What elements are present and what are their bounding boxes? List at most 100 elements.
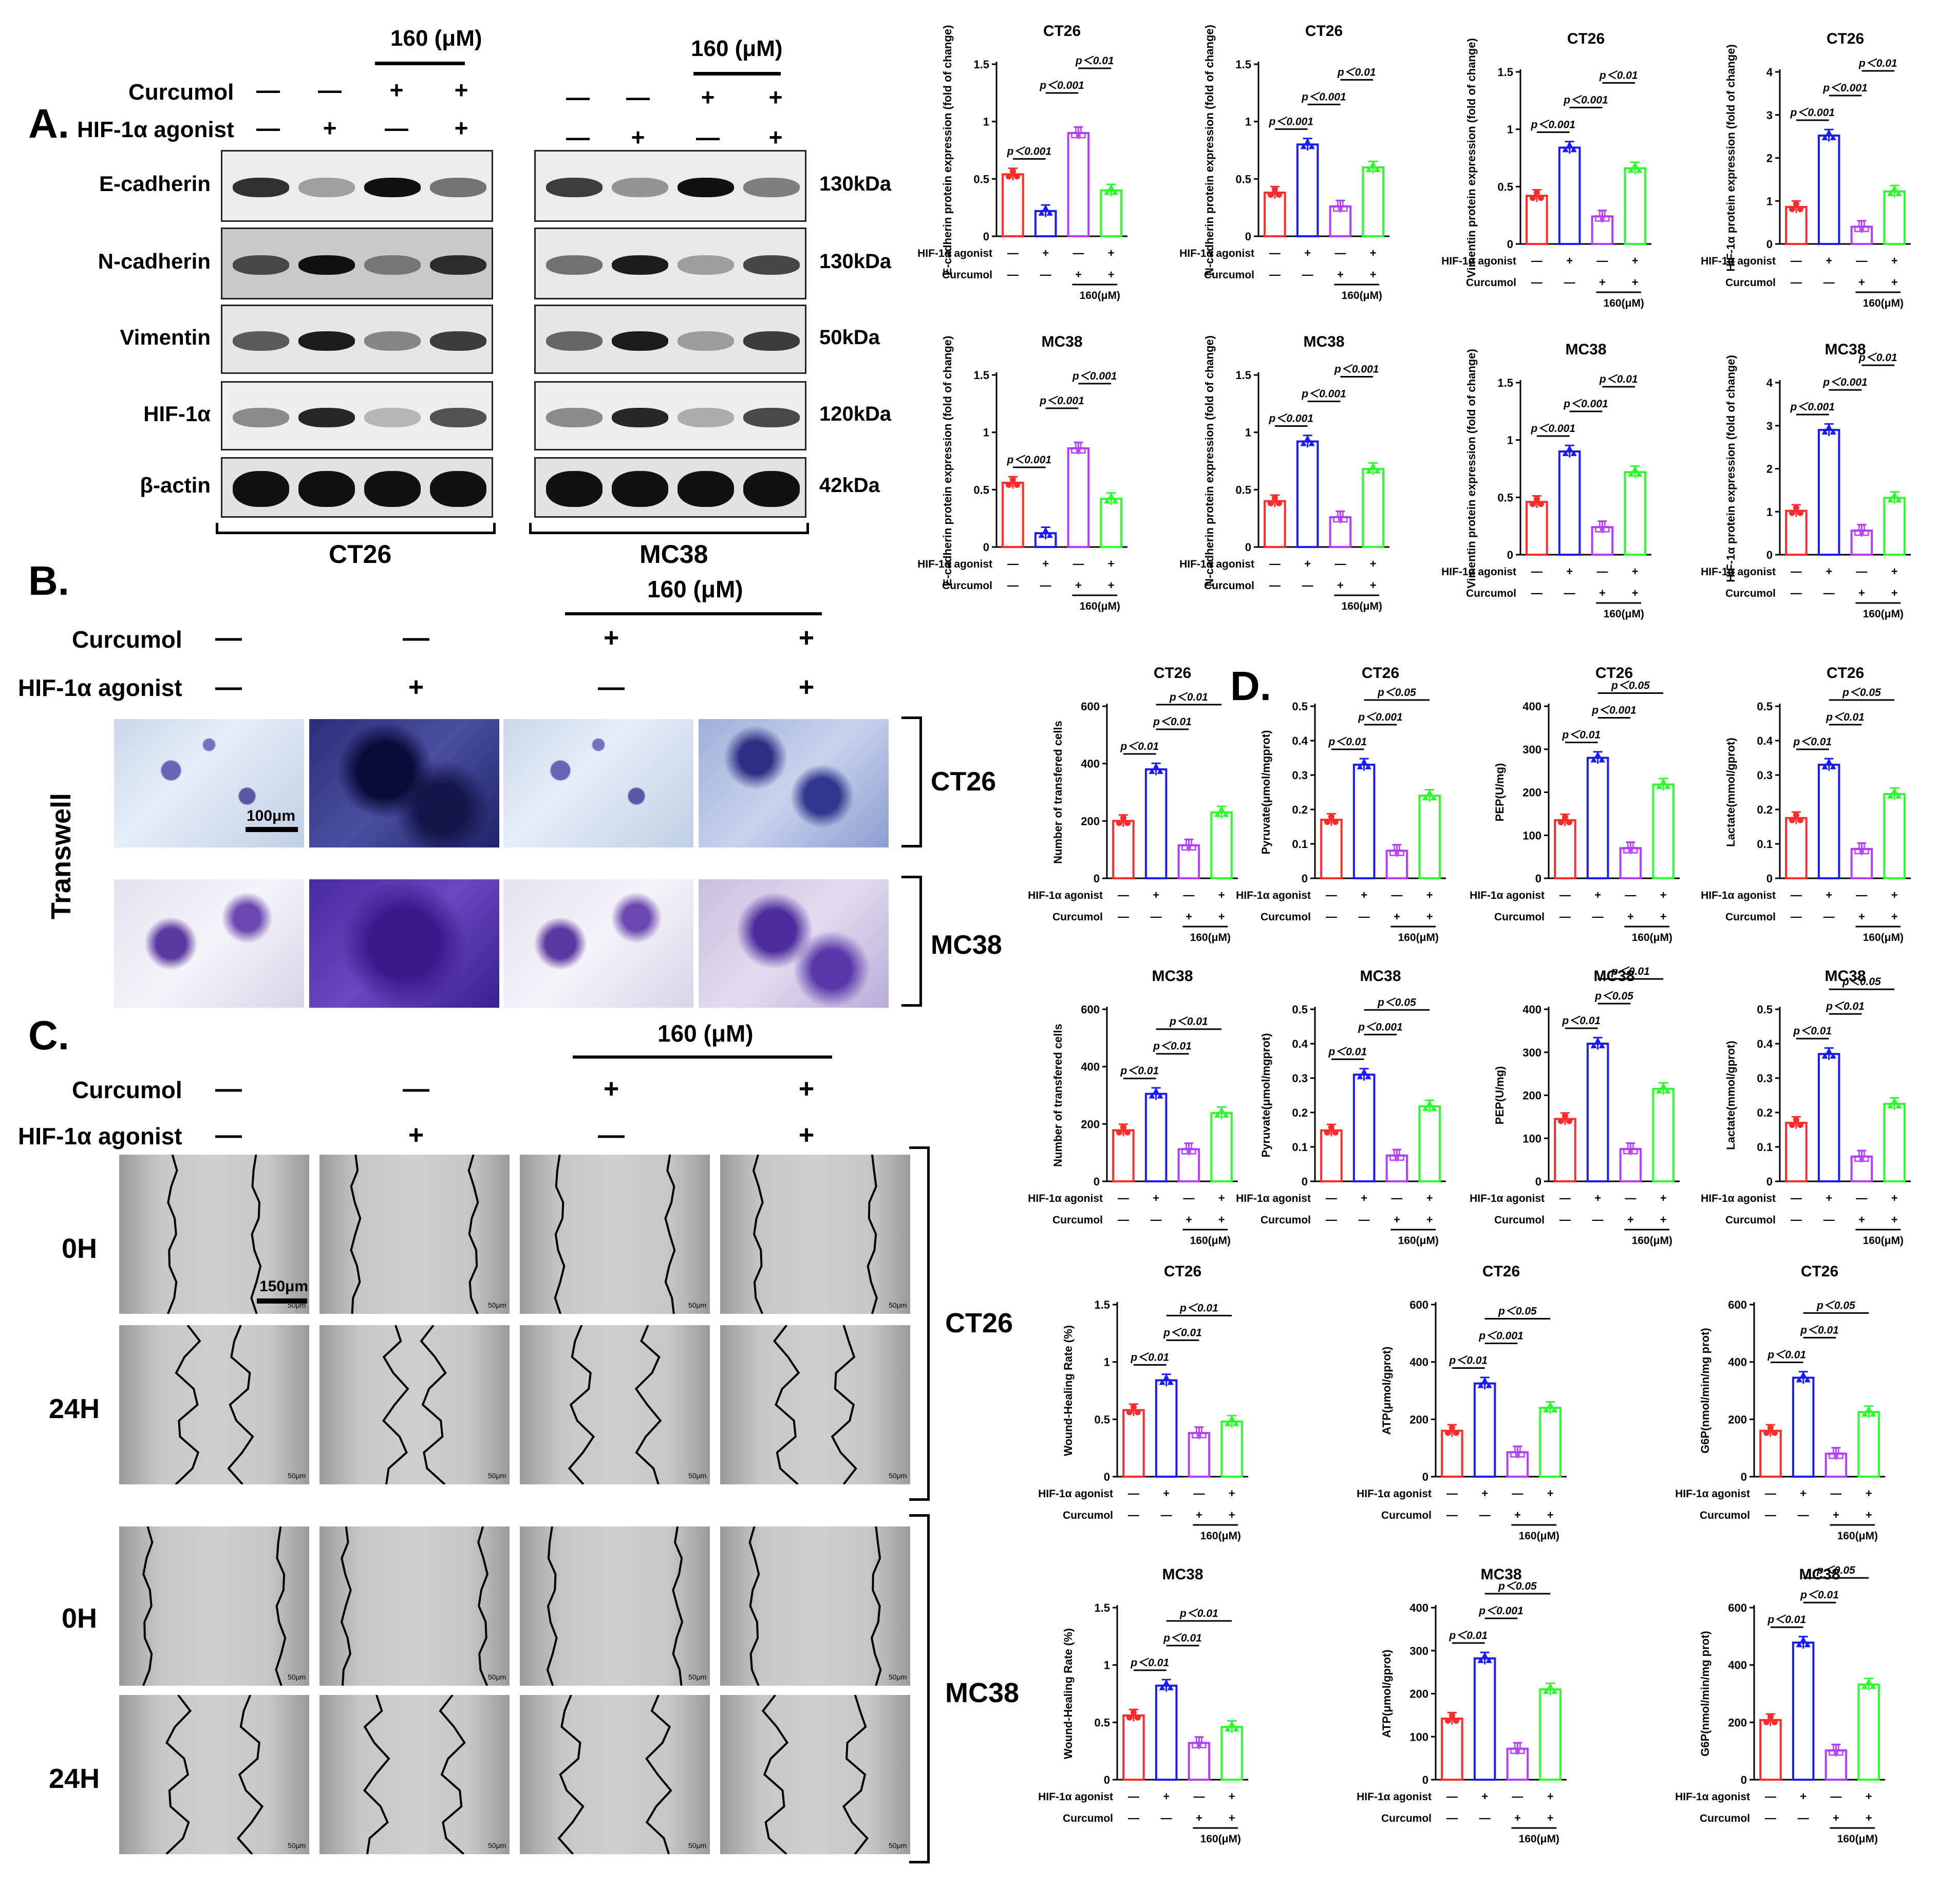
wound-edge-line bbox=[645, 1695, 672, 1854]
blot-band bbox=[678, 255, 734, 275]
y-tick-label: 1 bbox=[1507, 434, 1513, 447]
y-tick-label: 0.5 bbox=[1235, 173, 1251, 185]
micro-scale-label: 50μm bbox=[688, 1673, 706, 1681]
blot-band bbox=[233, 255, 289, 275]
bar-2 bbox=[1473, 1657, 1496, 1781]
x-curcumol-sign: — bbox=[1269, 579, 1281, 592]
x-conc-label: 160(μM) bbox=[1519, 1530, 1559, 1542]
data-point bbox=[1167, 1684, 1174, 1690]
data-point bbox=[1453, 1718, 1459, 1724]
data-point bbox=[1013, 481, 1020, 488]
data-point bbox=[1332, 1129, 1339, 1136]
data-point bbox=[1767, 1713, 1774, 1720]
wound-agonist-sign-3: — bbox=[598, 1120, 625, 1150]
y-tick-label: 400 bbox=[1728, 1356, 1747, 1369]
y-axis-label: Wound-Healing Rate (%) bbox=[1062, 1628, 1075, 1759]
data-point bbox=[1830, 428, 1836, 435]
transwell-image-ct26-2 bbox=[309, 719, 499, 847]
x-row-label-curcumol: Curcumol bbox=[1725, 588, 1776, 599]
x-curcumol-sign: + bbox=[1599, 276, 1606, 289]
x-conc-label: 160(μM) bbox=[1342, 290, 1382, 301]
x-row-label-agonist: HIF-1α agonist bbox=[1028, 1193, 1103, 1204]
bar-1 bbox=[1112, 1129, 1135, 1182]
data-point bbox=[1891, 184, 1898, 191]
x-agonist-sign: + bbox=[1361, 889, 1367, 901]
row-label-curcumol-c: Curcumol bbox=[72, 1077, 182, 1103]
x-curcumol-sign: — bbox=[1791, 1213, 1802, 1226]
data-point bbox=[1071, 447, 1078, 454]
x-row-label-curcumol: Curcumol bbox=[1063, 1510, 1113, 1521]
p-value-label: p＜0.01 bbox=[1328, 1046, 1367, 1058]
blot-ct26-curcumol-sign-4: + bbox=[454, 77, 468, 103]
data-point bbox=[1793, 504, 1799, 511]
bar-4 bbox=[1539, 1688, 1562, 1781]
p-value-label: p＜0.01 bbox=[1826, 711, 1865, 723]
data-point bbox=[1116, 820, 1122, 826]
data-point bbox=[1159, 1684, 1165, 1690]
transwell-curcumol-sign-3: + bbox=[603, 623, 619, 653]
blot-band bbox=[430, 255, 486, 275]
y-tick-label: 300 bbox=[1522, 743, 1541, 756]
wound-edge-line bbox=[165, 1695, 192, 1854]
data-point bbox=[1149, 1092, 1155, 1099]
data-point bbox=[1514, 1742, 1521, 1749]
blot-band bbox=[364, 255, 421, 275]
chart-title: MC38 bbox=[1162, 1566, 1203, 1583]
p-value-label: p＜0.001 bbox=[1790, 401, 1835, 413]
y-tick-label: 0 bbox=[1535, 872, 1541, 885]
p-value-label: p＜0.01 bbox=[1611, 966, 1650, 977]
data-point bbox=[1449, 1712, 1455, 1719]
x-agonist-sign: — bbox=[1512, 1790, 1523, 1803]
wound-image-ct26-24h-2: 50μm bbox=[319, 1325, 510, 1484]
y-tick-label: 3 bbox=[1766, 109, 1773, 122]
data-point bbox=[1870, 1683, 1876, 1689]
x-agonist-sign: — bbox=[1269, 557, 1281, 570]
p-value-label: p＜0.01 bbox=[1793, 1025, 1832, 1037]
transwell-image-ct26-1 bbox=[114, 719, 304, 847]
y-tick-label: 0.5 bbox=[1292, 700, 1308, 713]
y-tick-label: 1.5 bbox=[973, 58, 989, 71]
blot-band bbox=[233, 178, 289, 197]
x-curcumol-sign: — bbox=[1765, 1812, 1776, 1824]
data-point bbox=[1426, 1099, 1433, 1106]
conc-bar-c bbox=[573, 1055, 832, 1059]
data-point bbox=[1124, 820, 1131, 826]
data-point bbox=[1361, 1068, 1367, 1074]
data-point bbox=[1186, 839, 1192, 846]
x-curcumol-sign: — bbox=[1798, 1509, 1809, 1521]
time-label-0h-ct26: 0H bbox=[62, 1233, 98, 1264]
x-curcumol-sign: + bbox=[1196, 1812, 1202, 1824]
y-tick-label: 200 bbox=[1728, 1413, 1747, 1426]
p-value-label: p＜0.01 bbox=[1562, 729, 1601, 741]
p-value-label: p＜0.001 bbox=[1563, 398, 1608, 410]
data-point bbox=[1104, 188, 1111, 195]
blot-band bbox=[678, 178, 734, 197]
p-value-label: p＜0.001 bbox=[1269, 116, 1313, 127]
y-tick-label: 0.3 bbox=[1757, 769, 1773, 782]
p-value-label: p＜0.01 bbox=[1179, 1302, 1218, 1314]
data-point bbox=[1389, 850, 1396, 856]
x-row-label-curcumol: Curcumol bbox=[1700, 1510, 1750, 1521]
data-point bbox=[1800, 1371, 1807, 1378]
data-point bbox=[1481, 1651, 1488, 1658]
x-curcumol-sign: + bbox=[1229, 1812, 1235, 1824]
x-row-label-curcumol: Curcumol bbox=[942, 580, 992, 592]
blot-mc38-row-2 bbox=[534, 228, 806, 299]
x-row-label-curcumol: Curcumol bbox=[1494, 911, 1545, 923]
blot-band bbox=[430, 471, 486, 507]
bar-1 bbox=[1264, 500, 1286, 548]
data-point bbox=[1566, 141, 1573, 147]
bar-2 bbox=[1352, 763, 1376, 879]
protein-label-1: E-cadherin bbox=[99, 172, 211, 196]
wound-edge-line bbox=[842, 1695, 869, 1854]
bar-chart-pep-mc38: MC38 PEP(U/mg) 0 100 200 300 400 p＜0.01 p＜0.05 p＜… bbox=[1470, 966, 1680, 1247]
conc-label-a-mc38: 160 (μM) bbox=[691, 36, 783, 61]
data-point bbox=[1225, 1420, 1231, 1426]
chart-title: MC38 bbox=[1303, 333, 1344, 350]
transwell-curcumol-sign-4: + bbox=[798, 623, 815, 653]
x-row-label-curcumol: Curcumol bbox=[1052, 911, 1103, 923]
chart-title: CT26 bbox=[1827, 665, 1864, 682]
data-point bbox=[1594, 1037, 1601, 1043]
x-curcumol-sign: + bbox=[1075, 579, 1082, 592]
y-axis-label: N-cadherin protein expression (fold of c… bbox=[1203, 335, 1216, 587]
